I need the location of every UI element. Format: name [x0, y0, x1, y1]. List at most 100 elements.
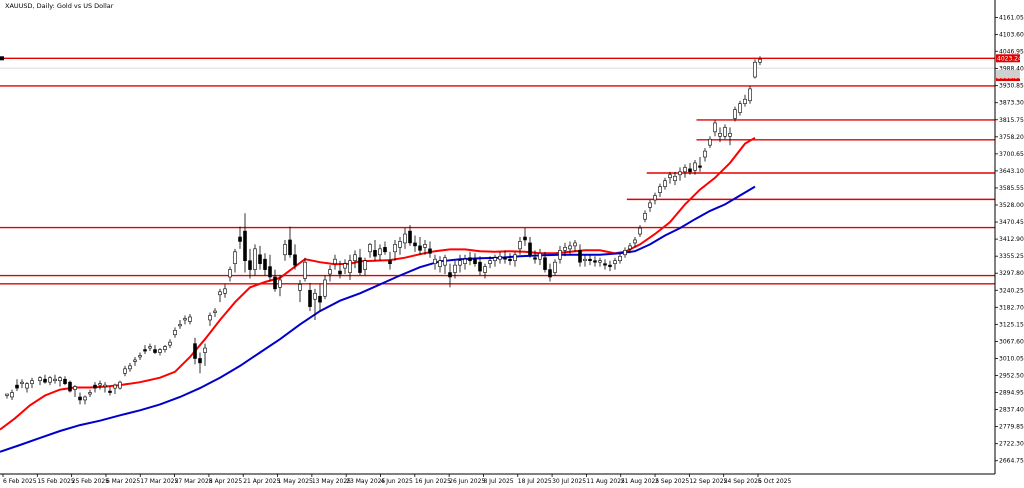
candle — [233, 248, 237, 273]
candle-body — [113, 384, 117, 389]
candle — [708, 136, 712, 149]
y-tick-label: 3182.70 — [999, 304, 1024, 311]
moving-averages — [0, 136, 756, 453]
candle — [753, 59, 757, 79]
candle-body — [633, 239, 637, 244]
candle — [373, 239, 377, 261]
candle-body — [698, 165, 702, 168]
candle — [173, 327, 177, 338]
candle-body — [30, 380, 34, 384]
candle — [688, 162, 692, 175]
candle — [358, 248, 362, 276]
candle-body — [143, 349, 147, 352]
candle-body — [228, 269, 232, 278]
candle-body — [198, 358, 202, 364]
candle-body — [263, 258, 267, 270]
candle — [633, 237, 637, 248]
candle-body — [598, 260, 602, 263]
candle-body — [118, 381, 122, 389]
candle — [25, 382, 29, 393]
candle-body — [223, 288, 227, 294]
candle — [353, 250, 357, 269]
candle-body — [168, 341, 172, 346]
price-label-text: 4023.24 — [997, 55, 1022, 62]
candle — [143, 345, 147, 355]
candle — [433, 254, 437, 270]
candle — [113, 383, 117, 395]
candle-body — [283, 244, 287, 256]
candle — [488, 256, 492, 269]
candle-body — [503, 257, 507, 260]
candle — [453, 260, 457, 279]
candle-body — [98, 383, 102, 386]
candle — [378, 244, 382, 261]
candle — [68, 380, 72, 393]
candle-body — [738, 103, 742, 113]
candle-body — [703, 150, 707, 158]
candle — [323, 275, 327, 300]
candle-body — [413, 242, 417, 247]
y-tick-label: 3412.90 — [999, 236, 1024, 243]
y-tick-label: 3700.65 — [999, 151, 1024, 158]
candle — [83, 395, 87, 405]
candle — [518, 237, 522, 255]
candle-body — [213, 310, 217, 313]
candle — [503, 250, 507, 264]
candle — [543, 251, 547, 273]
candle-body — [93, 384, 97, 389]
candle-body — [628, 245, 632, 250]
candle-body — [603, 263, 607, 266]
candle — [703, 148, 707, 162]
candle — [723, 124, 727, 140]
candle — [698, 157, 702, 172]
candle — [678, 167, 682, 181]
candle-body — [238, 236, 242, 242]
y-tick-label: 2722.30 — [999, 441, 1024, 448]
candle-body — [183, 318, 187, 321]
chart-title: XAUUSD, Daily: Gold vs US Dollar — [5, 2, 114, 10]
candle-body — [10, 392, 14, 398]
candle-body — [488, 260, 492, 264]
x-tick-label: 13 May 2025 — [312, 478, 351, 485]
candle — [103, 382, 107, 393]
candle — [123, 365, 127, 377]
candle — [663, 177, 667, 190]
candle — [343, 259, 347, 275]
y-tick-label: 2664.75 — [999, 458, 1024, 465]
candle — [223, 284, 227, 298]
candle-body — [453, 264, 457, 273]
candle-body — [408, 230, 412, 244]
candle — [718, 127, 722, 143]
candle-body — [248, 260, 252, 270]
candle-body — [123, 368, 127, 374]
candle — [333, 254, 337, 270]
candle — [563, 242, 567, 257]
x-tick-label: 11 Aug 2025 — [586, 478, 625, 485]
candle-body — [743, 98, 747, 104]
candle — [578, 244, 582, 267]
candle-body — [403, 233, 407, 244]
candle-body — [518, 241, 522, 250]
candle-body — [663, 180, 667, 187]
candle — [423, 239, 427, 255]
candle — [603, 259, 607, 270]
candle-body — [448, 272, 452, 278]
candle — [168, 339, 172, 349]
candle — [128, 362, 132, 372]
candle-body — [543, 257, 547, 270]
candle — [283, 239, 287, 261]
x-tick-label: 12 Sep 2025 — [689, 478, 727, 485]
candle — [48, 376, 52, 386]
series-line — [0, 136, 756, 431]
x-tick-label: 24 Sep 2025 — [724, 478, 762, 485]
candle-body — [553, 261, 557, 273]
x-tick-label: 15 Feb 2025 — [37, 478, 75, 485]
candle — [673, 171, 677, 186]
candle — [628, 242, 632, 254]
candle-body — [243, 230, 247, 261]
candle-body — [653, 195, 657, 201]
candle — [108, 386, 112, 396]
candle — [298, 279, 302, 303]
candle-body — [508, 258, 512, 262]
